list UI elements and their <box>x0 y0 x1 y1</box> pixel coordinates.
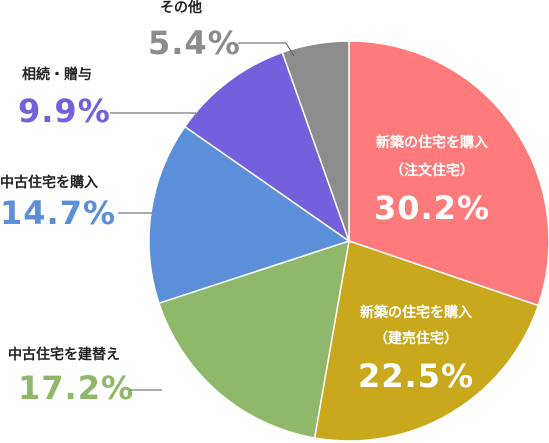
slice-label: 新築の住宅を購入 <box>360 304 472 321</box>
value-label: 17.2% <box>18 369 134 407</box>
value-label: 9.9% <box>18 92 111 130</box>
value-label: 22.5% <box>358 357 474 395</box>
slice-label: （注文住宅） <box>390 162 474 179</box>
pie-slice <box>148 125 351 305</box>
slice-label: その他 <box>160 0 202 16</box>
slice-label: 中古住宅を建替え <box>8 346 120 363</box>
slice-label: （建売住宅） <box>374 330 458 347</box>
pie-slice <box>348 40 549 307</box>
slice-label: 中古住宅を購入 <box>0 174 98 191</box>
pie-slice <box>313 240 540 442</box>
pie-slice <box>157 239 350 439</box>
slice-label: 相続・贈与 <box>22 66 92 83</box>
value-label: 30.2% <box>374 189 490 227</box>
pie-slice <box>281 40 350 242</box>
slice-label: 新築の住宅を購入 <box>376 134 488 151</box>
value-label: 14.7% <box>0 194 116 232</box>
leader-line <box>238 42 295 57</box>
value-label: 5.4% <box>148 24 241 62</box>
pie-slice <box>183 51 351 243</box>
